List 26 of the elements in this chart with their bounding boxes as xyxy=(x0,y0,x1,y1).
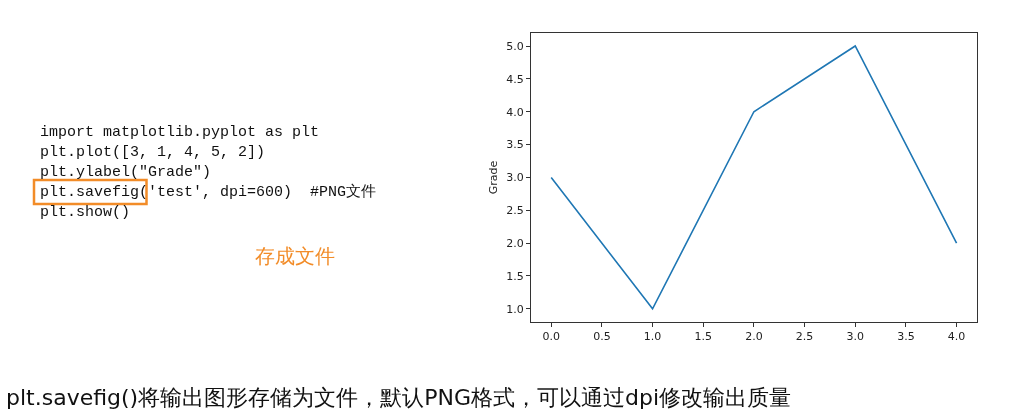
y-tick-label: 5.0 xyxy=(506,39,524,53)
y-tick-label: 3.0 xyxy=(506,171,524,185)
x-tick-label: 2.0 xyxy=(745,330,763,344)
x-tick-label: 3.5 xyxy=(897,330,915,344)
x-tick-label: 1.5 xyxy=(694,330,712,344)
x-tick-label: 3.0 xyxy=(846,330,864,344)
text: plt.plot([3, 1, 4, 5, 2]) xyxy=(40,144,266,161)
text: plt.ylabel("Grade") xyxy=(40,164,212,181)
text: import matplotlib.pyplot as plt xyxy=(40,124,320,141)
x-tick-label: 0.0 xyxy=(542,330,560,344)
y-tick-label: 1.5 xyxy=(506,269,524,283)
x-tick-label: 2.5 xyxy=(795,330,814,344)
x-tick-label: 0.5 xyxy=(593,330,611,344)
y-tick-label: 3.5 xyxy=(506,138,524,152)
y-tick-label: 4.5 xyxy=(506,72,524,86)
text: plt.savefig()将输出图形存储为文件，默认PNG格式，可以通过dpi修改输出质量 xyxy=(6,385,791,410)
y-tick-label: 1.0 xyxy=(506,302,524,316)
x-tick-label: 4.0 xyxy=(947,330,966,344)
y-tick-label: 2.0 xyxy=(506,236,524,250)
y-tick-label: 4.0 xyxy=(506,105,524,119)
text: 存成文件 xyxy=(255,244,335,268)
y-axis-title: Grade xyxy=(486,160,500,195)
line-series xyxy=(550,45,958,310)
y-tick-label: 2.5 xyxy=(506,204,524,218)
text: plt.show() xyxy=(40,204,131,221)
x-tick-label: 1.0 xyxy=(643,330,662,344)
